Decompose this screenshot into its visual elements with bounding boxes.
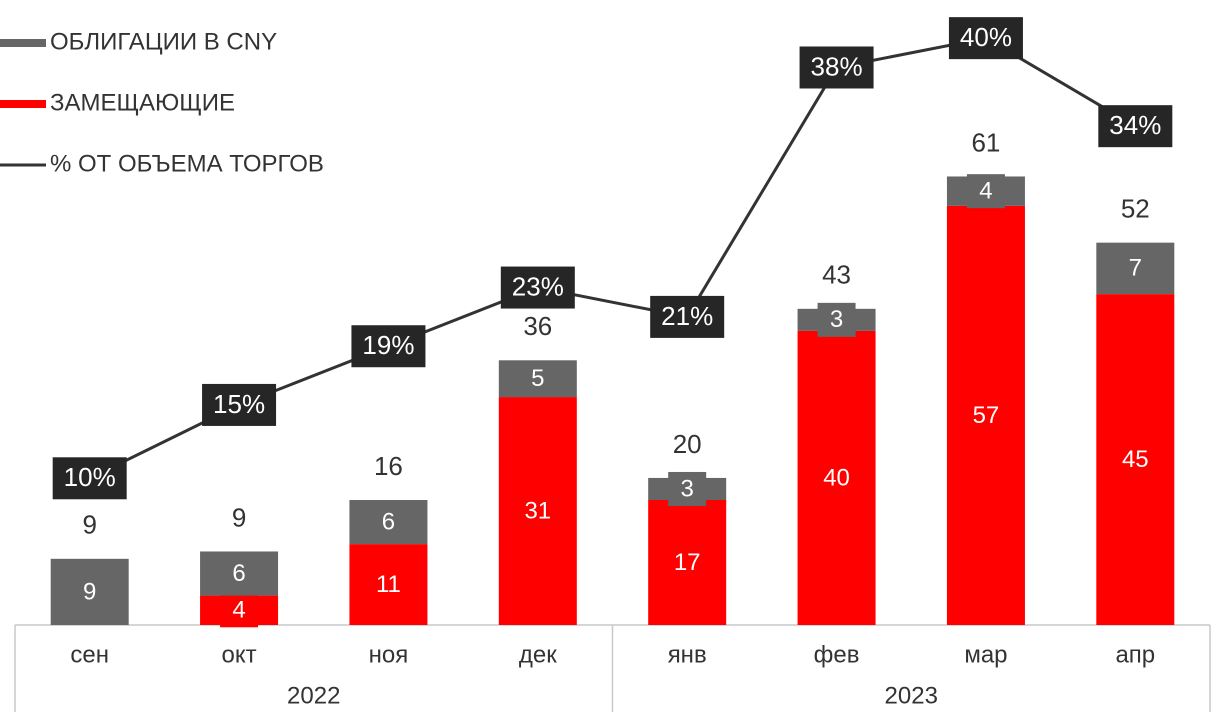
segment-label: 3: [681, 475, 694, 502]
x-tick-label: окт: [222, 641, 257, 668]
segment-label: 57: [973, 402, 1000, 429]
segment-label: 17: [674, 549, 701, 576]
bar-segment: [498, 360, 577, 398]
line-label: 38%: [811, 51, 863, 81]
legend-swatch: [0, 39, 46, 47]
segment-label: 9: [83, 578, 96, 605]
x-tick-label: янв: [668, 641, 707, 668]
bar-segment: [946, 205, 1025, 625]
line-label-box: [202, 383, 277, 426]
total-label: 16: [374, 451, 403, 481]
x-tick-label: апр: [1115, 641, 1155, 668]
segment-label: 3: [830, 306, 843, 333]
line-label-box: [799, 46, 874, 89]
legend-swatch: [0, 100, 46, 108]
total-label: 61: [971, 127, 1000, 157]
legend-label: % ОТ ОБЪЕМА ТОРГОВ: [50, 150, 324, 177]
segment-label: 4: [232, 597, 245, 624]
year-label: 2022: [287, 682, 340, 709]
segment-label: 6: [232, 560, 245, 587]
segment-label: 5: [531, 365, 544, 392]
x-tick-label: сен: [70, 641, 109, 668]
x-tick-label: мар: [964, 641, 1007, 668]
legend-label: ОБЛИГАЦИИ В CNY: [50, 28, 277, 55]
total-label: 43: [822, 260, 851, 290]
line-label: 40%: [960, 22, 1012, 52]
line-label-box: [650, 295, 725, 338]
segment-label: 4: [979, 178, 992, 205]
line-label-box: [52, 457, 127, 500]
total-label: 36: [523, 311, 552, 341]
line-label: 10%: [64, 462, 116, 492]
label-box: [668, 471, 707, 506]
bar-segment: [498, 397, 577, 625]
line-label-box: [1098, 105, 1173, 148]
segment-label: 31: [524, 497, 551, 524]
line-label-box: [500, 266, 575, 309]
total-label: 52: [1121, 194, 1150, 224]
bar-segment: [1096, 242, 1175, 295]
segment-label: 40: [823, 464, 850, 491]
label-box: [817, 302, 856, 337]
line-label-box: [948, 17, 1023, 60]
line-label: 34%: [1109, 110, 1161, 140]
label-box: [220, 593, 259, 628]
bar-segment: [797, 330, 876, 625]
total-label: 9: [82, 510, 96, 540]
x-tick-label: ноя: [369, 641, 409, 668]
legend-label: ЗАМЕЩАЮЩИЕ: [50, 89, 235, 116]
bar-segment: [648, 500, 727, 625]
total-label: 20: [673, 429, 702, 459]
bar-segment: [349, 544, 428, 625]
line-label-box: [351, 325, 426, 368]
bar-segment: [1096, 294, 1175, 625]
segment-label: 7: [1129, 255, 1142, 282]
segment-label: 45: [1122, 446, 1149, 473]
bar-segment: [200, 551, 279, 596]
line-label: 23%: [512, 271, 564, 301]
total-label: 9: [232, 502, 246, 532]
bar-segment: [349, 500, 428, 545]
year-label: 2023: [885, 682, 938, 709]
segment-label: 11: [376, 571, 401, 598]
label-box: [966, 174, 1005, 209]
line-label: 19%: [362, 330, 414, 360]
bar-segment: [50, 558, 129, 625]
segment-label: 6: [382, 508, 395, 535]
line-label: 15%: [213, 389, 265, 419]
line-label: 21%: [661, 301, 713, 331]
x-tick-label: фев: [814, 641, 860, 668]
x-tick-label: дек: [519, 641, 557, 668]
